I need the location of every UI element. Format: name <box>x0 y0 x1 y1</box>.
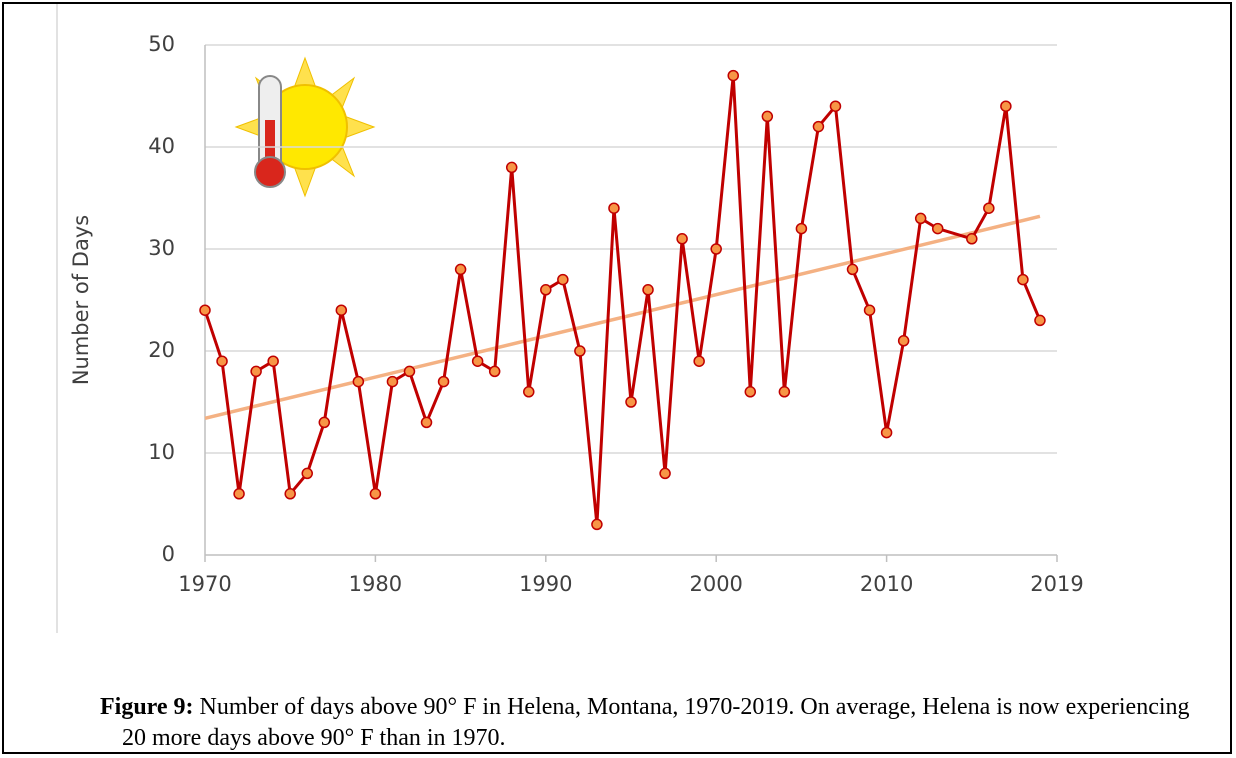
data-point <box>386 375 399 388</box>
data-point <box>1000 100 1012 112</box>
data-point <box>812 120 825 133</box>
data-point <box>642 284 654 296</box>
data-point <box>761 110 774 123</box>
y-tick-label: 0 <box>162 542 175 566</box>
x-tick-label: 2019 <box>1030 572 1083 596</box>
data-point <box>216 355 228 367</box>
data-point <box>591 518 603 531</box>
data-point <box>267 355 279 367</box>
data-point <box>250 365 262 378</box>
data-point <box>574 345 586 357</box>
y-axis-label: Number of Days <box>69 215 93 385</box>
data-point <box>659 467 671 480</box>
y-tick-label: 30 <box>148 236 175 260</box>
data-point <box>403 365 416 378</box>
x-tick-label: 1980 <box>349 572 402 596</box>
sun-icon <box>234 56 376 198</box>
y-tick-label: 20 <box>148 338 175 362</box>
data-point <box>931 222 944 235</box>
data-point <box>676 233 688 245</box>
x-tick-label: 2000 <box>689 572 742 596</box>
data-point <box>744 386 757 398</box>
data-point <box>318 416 331 429</box>
caption: Figure 9: Number of days above 90° F in … <box>100 692 1202 754</box>
data-point <box>693 355 705 367</box>
data-point <box>778 386 791 398</box>
caption-text: Number of days above 90° F in Helena, Mo… <box>122 694 1190 751</box>
y-tick-label: 50 <box>148 32 175 56</box>
data-point <box>880 426 893 439</box>
data-point <box>199 304 211 316</box>
data-point <box>335 304 348 316</box>
data-point <box>625 396 637 408</box>
data-point <box>454 263 467 276</box>
chart: Number of Days 0 10 20 30 40 50 1970 1980 1990 20… <box>56 4 1084 633</box>
y-tick-label: 10 <box>148 440 175 464</box>
data-point <box>233 488 245 500</box>
data-point <box>897 335 910 347</box>
x-tick-label: 1970 <box>178 572 231 596</box>
data-point <box>420 416 433 429</box>
data-point <box>608 202 620 214</box>
data-point <box>471 355 484 367</box>
data-point <box>1034 314 1046 327</box>
data-point <box>523 386 535 398</box>
x-tick-label: 1990 <box>519 572 572 596</box>
data-point <box>557 273 569 286</box>
data-point <box>505 161 518 174</box>
data-point <box>437 375 450 388</box>
caption-label: Figure 9: <box>100 694 194 720</box>
y-tick-label: 40 <box>148 134 175 158</box>
data-point <box>488 365 501 378</box>
data-point <box>727 69 739 82</box>
data-point <box>710 243 722 255</box>
data-point <box>1017 273 1029 286</box>
data-point <box>352 375 365 388</box>
data-point <box>914 212 927 225</box>
data-point <box>863 304 876 316</box>
x-tick-label: 2010 <box>860 572 913 596</box>
data-point <box>369 488 382 500</box>
data-point <box>301 467 313 480</box>
data-point <box>846 263 859 276</box>
data-point <box>284 488 296 500</box>
data-point <box>829 100 842 112</box>
data-point <box>795 222 808 235</box>
data-point <box>983 202 995 214</box>
data-point <box>540 284 552 296</box>
data-point <box>966 233 978 245</box>
